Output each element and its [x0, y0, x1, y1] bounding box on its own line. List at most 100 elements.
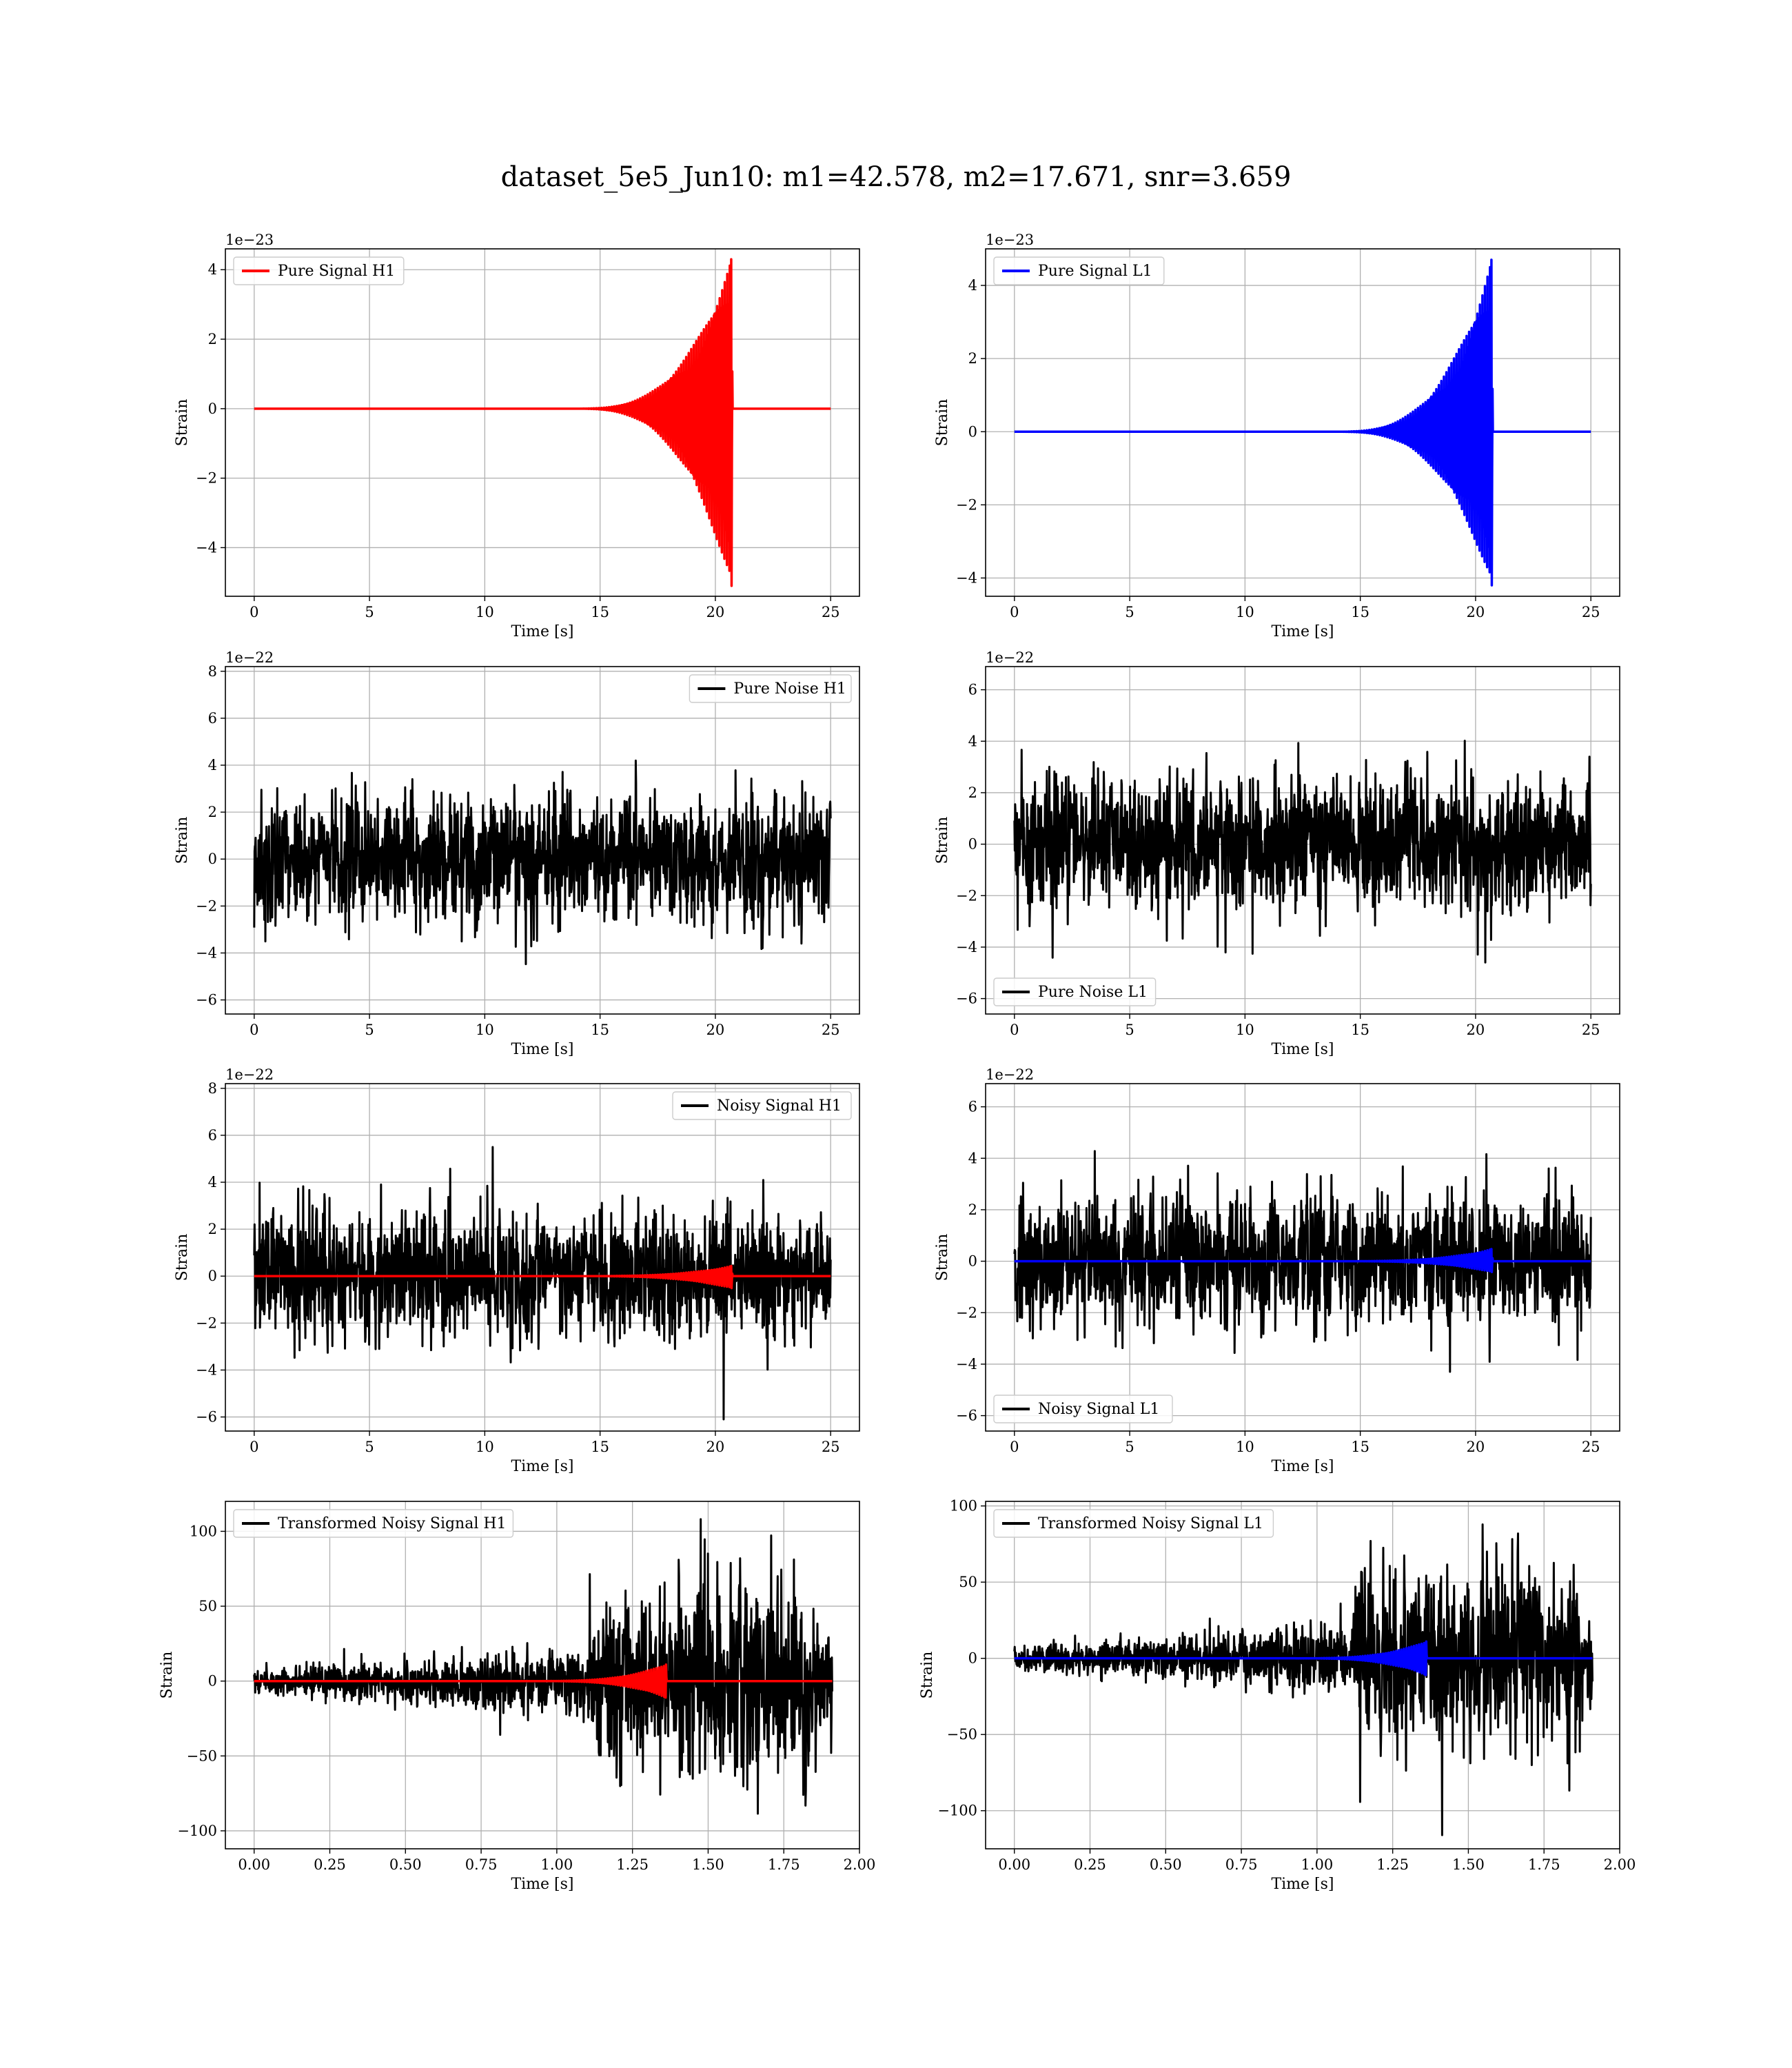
plot-area — [1013, 258, 1592, 587]
y-tick-label: −4 — [196, 1361, 217, 1378]
x-axis-label: Time [s] — [1271, 623, 1334, 640]
x-tick-label: 0.50 — [1150, 1856, 1182, 1873]
x-axis-label: Time [s] — [511, 1458, 573, 1475]
plot-area — [253, 258, 832, 587]
axes-frame — [985, 248, 1620, 597]
plot-area — [1013, 740, 1592, 964]
y-axis-label: Strain — [934, 817, 951, 864]
y-tick-label: −2 — [196, 470, 217, 487]
y-tick-label: −6 — [956, 991, 977, 1007]
y-axis-label: Strain — [919, 1652, 936, 1699]
y-tick-label: −2 — [956, 1304, 977, 1321]
axes-frame — [985, 1501, 1620, 1849]
y-tick-label: −2 — [196, 898, 217, 914]
y-tick-label: −50 — [947, 1726, 977, 1743]
subplot-pure-noise-h1: 0 5 10 15 20 25 −6 −4 −2 0 2 4 6 8 Time [s] Strain 1e−22… — [174, 649, 860, 1058]
y-tick-label: −100 — [937, 1803, 977, 1819]
legend: Transformed Noisy Signal L1 — [993, 1509, 1274, 1538]
x-tick-label: 2.00 — [844, 1856, 876, 1873]
x-tick-label: 1.25 — [1376, 1856, 1409, 1873]
y-tick-label: −2 — [956, 887, 977, 904]
y-tick-label: 4 — [208, 1174, 217, 1190]
x-tick-label: 0.00 — [238, 1856, 270, 1873]
y-tick-label: 50 — [198, 1598, 217, 1614]
y-tick-label: −2 — [956, 496, 977, 513]
x-tick-label: 15 — [591, 1439, 609, 1455]
series-line — [253, 258, 832, 587]
series-line — [1013, 740, 1592, 964]
x-tick-label: 0.50 — [389, 1856, 422, 1873]
series-line — [1013, 1150, 1592, 1373]
y-tick-label: 6 — [968, 1099, 977, 1115]
subplot-pure-signal-l1: 0 5 10 15 20 25 −4 −2 0 2 4 Time [s] Strain 1e−23Pure… — [934, 232, 1620, 640]
x-tick-label: 1.25 — [616, 1856, 649, 1873]
y-tick-label: −4 — [956, 939, 977, 955]
axis-offset-label: 1e−22 — [986, 1066, 1034, 1083]
series-line — [253, 1663, 833, 1699]
x-tick-label: 15 — [591, 604, 609, 620]
y-tick-label: 2 — [968, 1202, 977, 1218]
axis-offset-label: 1e−22 — [225, 1066, 274, 1083]
x-tick-label: 0 — [1010, 1022, 1019, 1038]
y-tick-label: 4 — [208, 261, 217, 278]
axes-frame — [225, 666, 860, 1015]
series-line — [1013, 1640, 1594, 1676]
y-axis-label: Strain — [934, 399, 951, 447]
y-axis-label: Strain — [174, 1234, 191, 1281]
y-tick-label: −100 — [177, 1823, 217, 1839]
series-line — [253, 1518, 833, 1815]
x-tick-label: 0.75 — [1225, 1856, 1258, 1873]
y-tick-label: −6 — [956, 1408, 977, 1424]
y-tick-label: 6 — [208, 1127, 217, 1144]
series-line — [1013, 258, 1592, 587]
x-tick-label: 0 — [1010, 1439, 1019, 1455]
x-tick-label: 25 — [1582, 604, 1600, 620]
legend: Pure Noise L1 — [993, 977, 1157, 1006]
x-tick-label: 25 — [1582, 1439, 1600, 1455]
legend: Pure Signal L1 — [993, 256, 1165, 285]
x-tick-label: 0 — [250, 1022, 258, 1038]
x-axis-label: Time [s] — [511, 1041, 573, 1058]
x-axis-label: Time [s] — [511, 623, 573, 640]
y-tick-label: 4 — [968, 733, 977, 749]
x-tick-label: 25 — [822, 1439, 840, 1455]
x-tick-label: 20 — [1467, 1022, 1485, 1038]
x-tick-label: 0 — [250, 1439, 258, 1455]
y-tick-label: 0 — [208, 1268, 217, 1284]
y-tick-label: 0 — [968, 423, 977, 440]
series-line — [253, 759, 832, 966]
y-axis-label: Strain — [174, 817, 191, 864]
y-tick-label: 2 — [968, 784, 977, 801]
y-tick-label: 6 — [208, 710, 217, 727]
x-tick-label: 1.50 — [1452, 1856, 1485, 1873]
y-axis-label: Strain — [174, 399, 191, 447]
y-tick-label: 0 — [208, 401, 217, 417]
y-tick-label: −50 — [187, 1747, 217, 1764]
legend-box — [993, 256, 1165, 285]
x-axis-label: Time [s] — [511, 1876, 573, 1893]
legend-box — [993, 1509, 1274, 1538]
axes-frame — [225, 248, 860, 597]
x-tick-label: 20 — [706, 1439, 725, 1455]
legend-box — [672, 1091, 852, 1120]
x-tick-label: 0.75 — [465, 1856, 498, 1873]
x-tick-label: 10 — [476, 1439, 494, 1455]
y-tick-label: 2 — [208, 331, 217, 347]
y-tick-label: −4 — [956, 1356, 977, 1372]
x-tick-label: 5 — [365, 1022, 374, 1038]
y-axis-label: Strain — [159, 1652, 176, 1699]
axis-offset-label: 1e−22 — [986, 649, 1034, 666]
x-tick-label: 15 — [591, 1022, 609, 1038]
x-tick-label: 25 — [1582, 1022, 1600, 1038]
subplot-pure-signal-h1: 0 5 10 15 20 25 −4 −2 0 2 4 Time [s] Strain 1e−23Pure… — [174, 232, 860, 640]
plot-area — [253, 1146, 832, 1421]
legend-label: Noisy Signal L1 — [1038, 1401, 1159, 1418]
axes-frame — [225, 1501, 860, 1849]
x-tick-label: 10 — [1236, 1022, 1254, 1038]
y-tick-label: 6 — [968, 682, 977, 698]
y-tick-label: −4 — [196, 539, 217, 556]
y-tick-label: 2 — [968, 350, 977, 367]
y-tick-label: 2 — [208, 804, 217, 820]
legend: Noisy Signal L1 — [993, 1395, 1173, 1423]
